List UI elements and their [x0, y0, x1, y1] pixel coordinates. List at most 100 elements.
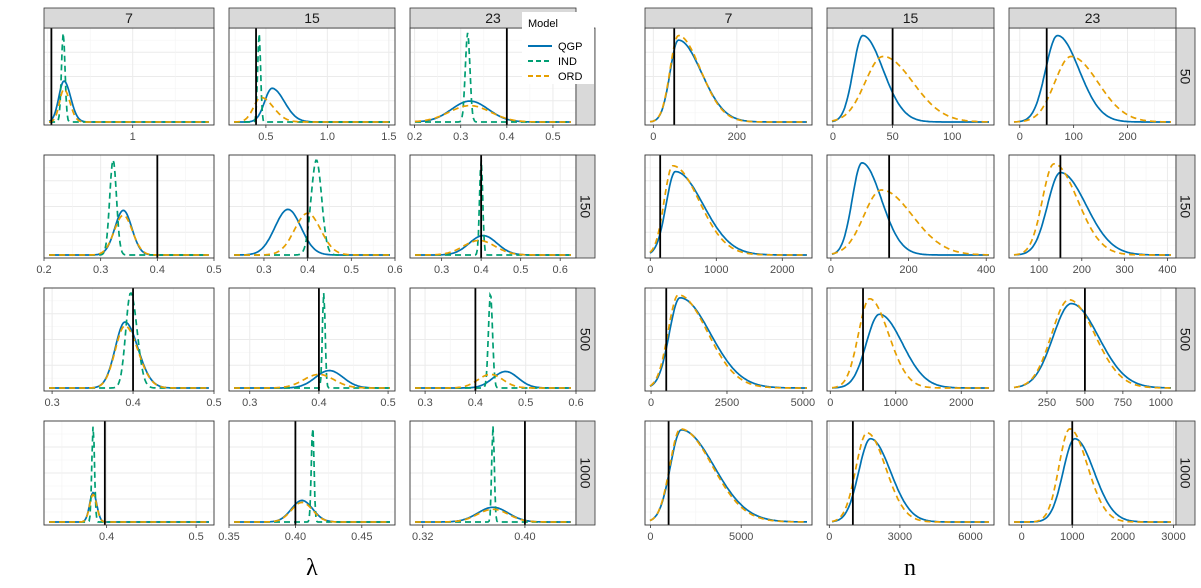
column-strip-label: 23: [1085, 10, 1101, 26]
x-tick-label: 0.3: [256, 264, 271, 276]
column-strip-label: 15: [304, 10, 320, 26]
density-curve-ord: [649, 34, 807, 123]
panel-border: [644, 420, 813, 526]
density-curve-qgp: [1013, 302, 1171, 389]
density-curve-ord: [415, 239, 571, 256]
density-curve-qgp: [1014, 437, 1171, 523]
x-tick-label: 0.5: [206, 397, 221, 409]
n-panel-r500-c7: 0 2500 5000: [644, 287, 815, 409]
density-curve-ord: [1013, 55, 1171, 123]
x-tick-label: 2000: [770, 264, 794, 276]
x-tick-label: 0.6: [568, 397, 583, 409]
density-curve-ord: [831, 189, 989, 256]
row-strip: [575, 420, 596, 526]
x-tick-label: 1: [130, 131, 136, 143]
row-strip: [1175, 287, 1196, 392]
x-tick-label: 0.5: [344, 264, 359, 276]
row-strip-label: 500: [578, 328, 594, 352]
x-tick-label: 6000: [958, 531, 982, 543]
x-tick-label: 1000: [1149, 397, 1173, 409]
density-curve-ord: [234, 373, 390, 389]
density-curve-ord: [49, 88, 209, 123]
x-tick-label: 1000: [704, 264, 728, 276]
x-tick-label: 0.35: [218, 531, 239, 543]
legend-label-ind: IND: [558, 56, 577, 68]
density-curve-ord: [831, 297, 989, 389]
x-tick-label: 200: [1073, 264, 1091, 276]
x-tick-label: 50: [886, 131, 898, 143]
lambda-panel-r500-c23: 0.3 0.4 0.5 0.6: [409, 287, 584, 409]
column-strip-label: 23: [485, 10, 501, 26]
row-strip-label: 150: [1178, 195, 1194, 219]
x-tick-label: 0.5: [206, 264, 221, 276]
density-curve-ord: [649, 164, 807, 256]
density-curve-ord: [649, 294, 807, 389]
panel-border: [826, 420, 995, 526]
x-tick-label: 0.3: [417, 397, 432, 409]
n-panel-r500-c15: 0 1000 2000: [826, 287, 995, 409]
x-tick-label: 0.4: [473, 264, 488, 276]
panel-border: [43, 287, 215, 392]
x-tick-label: 0: [648, 397, 654, 409]
column-strip-label: 7: [125, 10, 133, 26]
density-curve-qgp: [832, 313, 989, 389]
x-tick-label: 0.40: [285, 531, 306, 543]
x-tick-label: 0.5: [545, 131, 560, 143]
density-curve-ord: [234, 96, 390, 123]
x-tick-label: 0: [830, 131, 836, 143]
density-curve-ord: [831, 55, 989, 123]
row-strip-label: 500: [1178, 328, 1194, 352]
density-curve-ord: [831, 431, 989, 523]
x-tick-label: 3000: [1161, 531, 1185, 543]
density-curve-qgp: [1014, 34, 1171, 123]
column-strip: [228, 7, 396, 29]
x-tick-label: 0.4: [125, 397, 140, 409]
column-strip-label: 15: [903, 10, 919, 26]
x-tick-label: 0.5: [188, 531, 203, 543]
row-strip-label: 1000: [578, 457, 594, 488]
row-strip-label: 150: [578, 195, 594, 219]
row-strip: [575, 287, 596, 392]
row-strip: [575, 154, 596, 259]
x-tick-label: 1.5: [381, 131, 396, 143]
x-tick-label: 0: [647, 264, 653, 276]
lambda-panel-r50-c15: 0.5 1.0 1.5: [228, 27, 397, 143]
lambda-panel-r1000-c7: 0.4 0.5: [43, 420, 215, 543]
density-curve-ord: [234, 501, 390, 523]
lambda-panel-r500-c7: 0.3 0.4 0.5: [43, 287, 222, 409]
n-axis-title: n: [904, 555, 916, 581]
row-strip-label: 50: [1178, 69, 1194, 85]
row-strip: [1175, 154, 1196, 259]
n-panel-r150-c15: 0 200 400: [826, 154, 995, 276]
x-tick-label: 0.4: [468, 397, 483, 409]
x-tick-label: 200: [1118, 131, 1136, 143]
x-tick-label: 0.3: [93, 264, 108, 276]
x-tick-label: 1000: [884, 397, 908, 409]
lambda-panel-r50-c7: 1: [43, 27, 215, 143]
x-tick-label: 0.4: [300, 264, 315, 276]
panel-border: [228, 154, 396, 259]
panels-layer: 1 0.5 1.0 1.5 0.2 0.3 0.4 0.5 0.2 0.3 0.4 0.5 0.3 0.4…: [36, 7, 1196, 543]
n-panel-r50-c15: 0 50 100: [826, 27, 995, 143]
x-tick-label: 250: [1038, 397, 1056, 409]
x-tick-label: 3000: [888, 531, 912, 543]
n-panel-r50-c23: 0 100 200: [1008, 27, 1177, 143]
panel-border: [644, 154, 813, 259]
x-tick-label: 200: [728, 131, 746, 143]
x-tick-label: 0: [827, 397, 833, 409]
x-tick-label: 0: [647, 531, 653, 543]
x-tick-label: 0: [1019, 531, 1025, 543]
x-tick-label: 0.5: [380, 397, 395, 409]
x-tick-label: 0.6: [553, 264, 568, 276]
x-tick-label: 400: [977, 264, 995, 276]
density-curve-ord: [414, 104, 571, 123]
legend: Model QGP IND ORD: [522, 12, 594, 84]
n-panel-r1000-c15: 0 3000 6000: [826, 420, 995, 543]
x-tick-label: 0.4: [311, 397, 326, 409]
x-tick-label: 0.5: [518, 397, 533, 409]
x-tick-label: 0: [1017, 131, 1023, 143]
n-panel-r1000-c23: 0 1000 2000 3000: [1008, 420, 1186, 543]
x-tick-label: 500: [1076, 397, 1094, 409]
density-curve-ord: [649, 428, 807, 523]
density-curve-ind: [49, 33, 209, 123]
